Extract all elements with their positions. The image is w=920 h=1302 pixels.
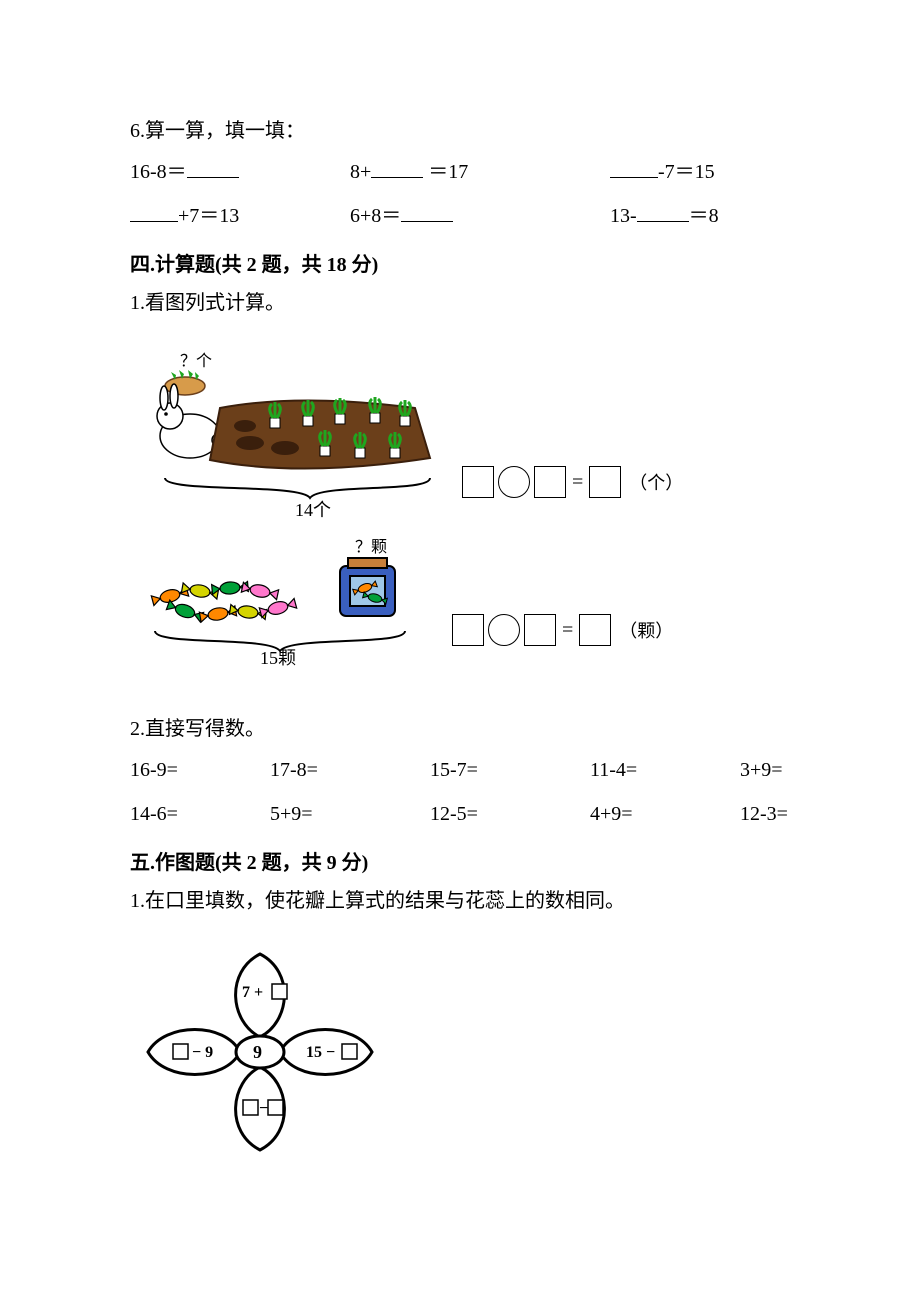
- eq: 11-4=: [590, 748, 740, 792]
- answer-box[interactable]: [579, 614, 611, 646]
- blank[interactable]: [130, 201, 178, 222]
- equals-sign: =: [572, 471, 583, 494]
- answer-box[interactable]: [452, 614, 484, 646]
- q6-r2-a: +7＝13: [178, 205, 239, 227]
- eq: 4+9=: [590, 792, 740, 836]
- fig2-unit: （颗）: [619, 617, 673, 643]
- eq: 14-6=: [130, 792, 270, 836]
- q6-r2-c1: 13-: [610, 205, 637, 227]
- blank[interactable]: [401, 201, 453, 222]
- eq: 3+9=: [740, 748, 783, 792]
- eq: 17-8=: [270, 748, 430, 792]
- blank[interactable]: [371, 157, 423, 178]
- answer-box[interactable]: [524, 614, 556, 646]
- flower-figure: 7 + − 9 15 − − 9: [130, 942, 390, 1162]
- fig2-equation: = （颗）: [450, 614, 673, 646]
- q6-r1-a: 16-8＝: [130, 161, 187, 183]
- fig1-total-label: 14个: [295, 500, 331, 518]
- q6-title: 6.算一算，填一填：: [130, 112, 790, 150]
- eq: 12-3=: [740, 792, 788, 836]
- svg-text:15 −: 15 −: [306, 1044, 335, 1061]
- section-4-heading: 四.计算题(共 2 题，共 18 分): [130, 246, 790, 284]
- fig1-unit: （个）: [629, 469, 683, 495]
- answer-box[interactable]: [462, 466, 494, 498]
- svg-text:7 +: 7 +: [242, 984, 263, 1001]
- q6-row-1: 16-8＝ 8+ ＝17 -7＝15: [130, 150, 790, 194]
- svg-text:？颗: ？颗: [355, 538, 387, 556]
- equals-sign: =: [562, 619, 573, 642]
- q6-r1-c: -7＝15: [658, 161, 715, 183]
- s5-q1-title: 1.在口里填数，使花瓣上算式的结果与花蕊上的数相同。: [130, 882, 790, 920]
- s4-q2-row-1: 16-9= 17-8= 15-7= 11-4= 3+9=: [130, 748, 790, 792]
- blank[interactable]: [610, 157, 658, 178]
- svg-text:−: −: [259, 1100, 268, 1117]
- s4-q1-title: 1.看图列式计算。: [130, 284, 790, 322]
- q6-row-2: +7＝13 6+8＝ 13- ＝8: [130, 194, 790, 238]
- s4-q2-title: 2.直接写得数。: [130, 710, 790, 748]
- s4-q2-row-2: 14-6= 5+9= 12-5= 4+9= 12-3=: [130, 792, 790, 836]
- eq: 12-5=: [430, 792, 590, 836]
- q6-r1-b1: 8+: [350, 161, 371, 183]
- flower-center-value: 9: [253, 1042, 262, 1062]
- blank[interactable]: [187, 157, 239, 178]
- blank[interactable]: [637, 201, 689, 222]
- flower-figure-wrap: 7 + − 9 15 − − 9: [130, 942, 790, 1167]
- q6-r2-c2: ＝8: [689, 205, 719, 227]
- svg-text:− 9: − 9: [192, 1044, 213, 1061]
- answer-box[interactable]: [589, 466, 621, 498]
- operator-box[interactable]: [488, 614, 520, 646]
- q6-r2-b: 6+8＝: [350, 205, 401, 227]
- fig2-total-label: 15颗: [260, 648, 296, 666]
- s4-q1-figure-2: ？颗 15颗: [130, 536, 790, 666]
- eq: 15-7=: [430, 748, 590, 792]
- section-5-heading: 五.作图题(共 2 题，共 9 分): [130, 844, 790, 882]
- candy-jar-figure: ？颗 15颗: [130, 536, 430, 666]
- s4-q1-figure-1: ？个: [130, 348, 790, 518]
- svg-text:？个: ？个: [180, 352, 212, 370]
- q6-r1-b2: ＝17: [428, 161, 468, 183]
- answer-box[interactable]: [534, 466, 566, 498]
- eq: 16-9=: [130, 748, 270, 792]
- rabbit-garden-figure: ？个: [130, 348, 440, 518]
- operator-box[interactable]: [498, 466, 530, 498]
- eq: 5+9=: [270, 792, 430, 836]
- fig1-equation: = （个）: [460, 466, 683, 498]
